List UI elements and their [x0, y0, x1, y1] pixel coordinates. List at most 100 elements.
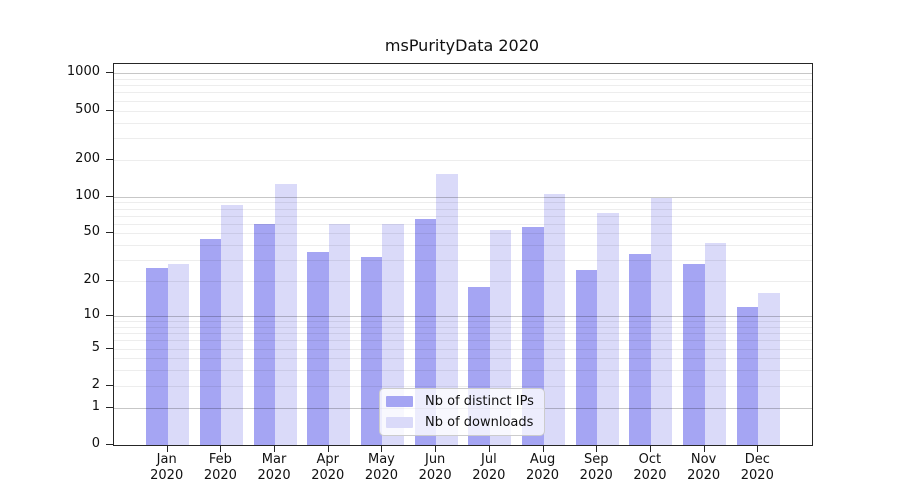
x-tick-label: Feb 2020: [203, 452, 237, 483]
legend-row: Nb of distinct IPs: [380, 391, 544, 412]
bar-distinct-ips-jan: [146, 267, 168, 445]
gridline-minor: [114, 321, 812, 323]
y-tick-mark: [106, 444, 113, 445]
x-tick-mark: [381, 445, 383, 452]
x-tick-mark: [757, 445, 759, 452]
gridline-minor: [114, 385, 812, 387]
gridline-minor: [114, 340, 812, 342]
x-tick-label: Mar 2020: [257, 452, 291, 483]
gridline-major: [114, 315, 812, 317]
gridline-major: [114, 73, 812, 75]
gridline-minor: [114, 208, 812, 210]
y-tick-mark: [106, 232, 113, 234]
gridline-minor: [114, 245, 812, 247]
x-tick-label: Jan 2020: [150, 452, 184, 483]
y-tick-label: 500: [75, 101, 100, 117]
x-tick-mark: [488, 445, 490, 452]
gridline-minor: [114, 215, 812, 217]
bar-distinct-ips-may: [360, 256, 383, 445]
bar-distinct-ips-dec: [736, 307, 759, 445]
bar-downloads-jun: [436, 174, 458, 445]
bar-downloads-nov: [704, 242, 727, 445]
gridline-minor: [114, 159, 812, 161]
bar-distinct-ips-feb: [199, 239, 222, 445]
y-tick-mark: [106, 384, 113, 386]
legend-row: Nb of downloads: [380, 412, 544, 433]
gridline-minor: [114, 202, 812, 204]
x-tick-label: Oct 2020: [633, 452, 667, 483]
gridline-minor: [114, 223, 812, 225]
bar-downloads-mar: [275, 183, 297, 445]
gridline-major: [114, 196, 812, 198]
x-tick-label: May 2020: [364, 452, 398, 483]
bar-downloads-apr: [328, 223, 351, 445]
gridline-minor: [114, 326, 812, 328]
x-tick-mark: [703, 445, 705, 452]
y-tick-mark: [106, 109, 113, 111]
y-tick-label: 20: [83, 272, 100, 288]
x-tick-label: Dec 2020: [740, 452, 774, 483]
chart-title: msPurityData 2020: [384, 36, 540, 55]
x-tick-mark: [274, 445, 276, 452]
gridline-minor: [114, 110, 812, 112]
gridline-minor: [114, 370, 812, 372]
bar-downloads-feb: [221, 205, 243, 445]
y-tick-label: 2: [91, 376, 100, 392]
x-tick-label: Nov 2020: [687, 452, 721, 483]
gridline-minor: [114, 92, 812, 94]
bar-downloads-dec: [758, 292, 780, 445]
bar-distinct-ips-mar: [253, 223, 276, 445]
y-tick-label: 0: [91, 436, 100, 451]
legend-label-distinct-ips: Nb of distinct IPs: [425, 394, 534, 409]
x-tick-mark: [220, 445, 222, 452]
legend-swatch-distinct-ips: [386, 396, 413, 407]
y-tick-mark: [106, 72, 113, 74]
y-tick-mark: [106, 195, 113, 197]
y-tick-mark: [106, 347, 113, 349]
gridline-minor: [114, 281, 812, 283]
legend-label-downloads: Nb of downloads: [425, 415, 534, 430]
gridline-minor: [114, 137, 812, 139]
x-tick-mark: [435, 445, 437, 452]
y-tick-mark: [106, 158, 113, 160]
y-tick-mark: [106, 280, 113, 282]
bar-downloads-oct: [650, 197, 673, 445]
bar-distinct-ips-sep: [575, 269, 598, 445]
gridline-minor: [114, 358, 812, 360]
x-tick-label: Sep 2020: [579, 452, 613, 483]
x-tick-label: Aug 2020: [525, 452, 560, 483]
y-tick-label: 1: [91, 398, 100, 414]
bar-distinct-ips-oct: [629, 253, 651, 445]
legend-swatch-downloads: [386, 417, 413, 428]
gridline-minor: [114, 233, 812, 235]
x-tick-label: Jun 2020: [418, 452, 452, 483]
gridline-minor: [114, 85, 812, 87]
gridline-minor: [114, 100, 812, 102]
y-tick-label: 10: [83, 306, 100, 322]
y-tick-label: 200: [75, 150, 100, 166]
y-tick-mark: [106, 406, 113, 408]
gridline-minor: [114, 78, 812, 80]
legend: Nb of distinct IPs Nb of downloads: [379, 388, 545, 436]
bar-downloads-jan: [167, 263, 190, 445]
y-tick-mark: [106, 314, 113, 316]
y-tick-label: 100: [75, 187, 100, 203]
bar-distinct-ips-apr: [307, 252, 329, 445]
bar-downloads-sep: [597, 213, 619, 445]
y-tick-label: 50: [83, 224, 100, 240]
bar-downloads-aug: [543, 193, 566, 445]
x-tick-label: Jul 2020: [472, 452, 506, 483]
x-tick-mark: [542, 445, 544, 452]
x-tick-mark: [166, 445, 168, 452]
bar-distinct-ips-nov: [683, 263, 705, 445]
gridline-minor: [114, 333, 812, 335]
gridline-minor: [114, 348, 812, 350]
gridline-minor: [114, 122, 812, 124]
x-tick-mark: [327, 445, 329, 452]
y-tick-label: 5: [91, 339, 100, 355]
x-tick-mark: [649, 445, 651, 452]
y-tick-label: 1000: [66, 64, 100, 80]
x-tick-label: Apr 2020: [311, 452, 345, 483]
x-tick-mark: [596, 445, 598, 452]
